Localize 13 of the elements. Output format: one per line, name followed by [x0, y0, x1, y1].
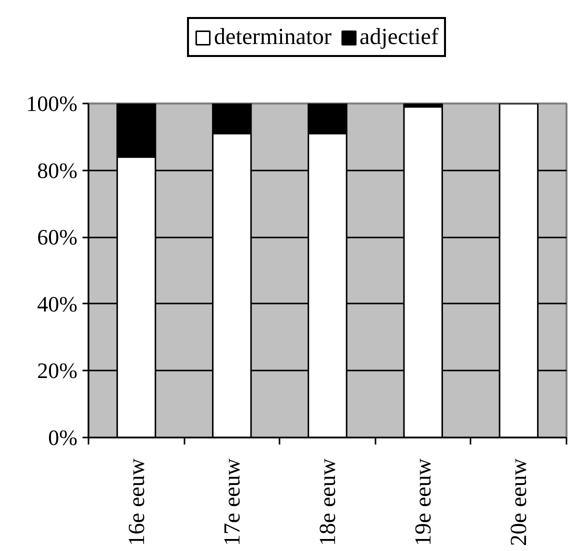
- x-tick-label: 20e eeuw: [506, 458, 532, 546]
- legend-label: determinator: [214, 24, 332, 50]
- x-tick-label: 19e eeuw: [410, 458, 436, 546]
- x-tick-label: 17e eeuw: [219, 458, 244, 546]
- legend-label: adjectief: [360, 24, 439, 50]
- y-tick-label: 40%: [37, 291, 78, 316]
- y-tick-label: 80%: [37, 158, 78, 183]
- y-tick-label: 20%: [37, 358, 78, 384]
- y-tick-label: 60%: [37, 224, 78, 250]
- y-tick-label: 0%: [48, 425, 78, 450]
- x-tick-label: 18e eeuw: [315, 458, 340, 546]
- x-tick-label: 16e eeuw: [124, 458, 149, 546]
- y-tick-label: 100%: [26, 91, 78, 116]
